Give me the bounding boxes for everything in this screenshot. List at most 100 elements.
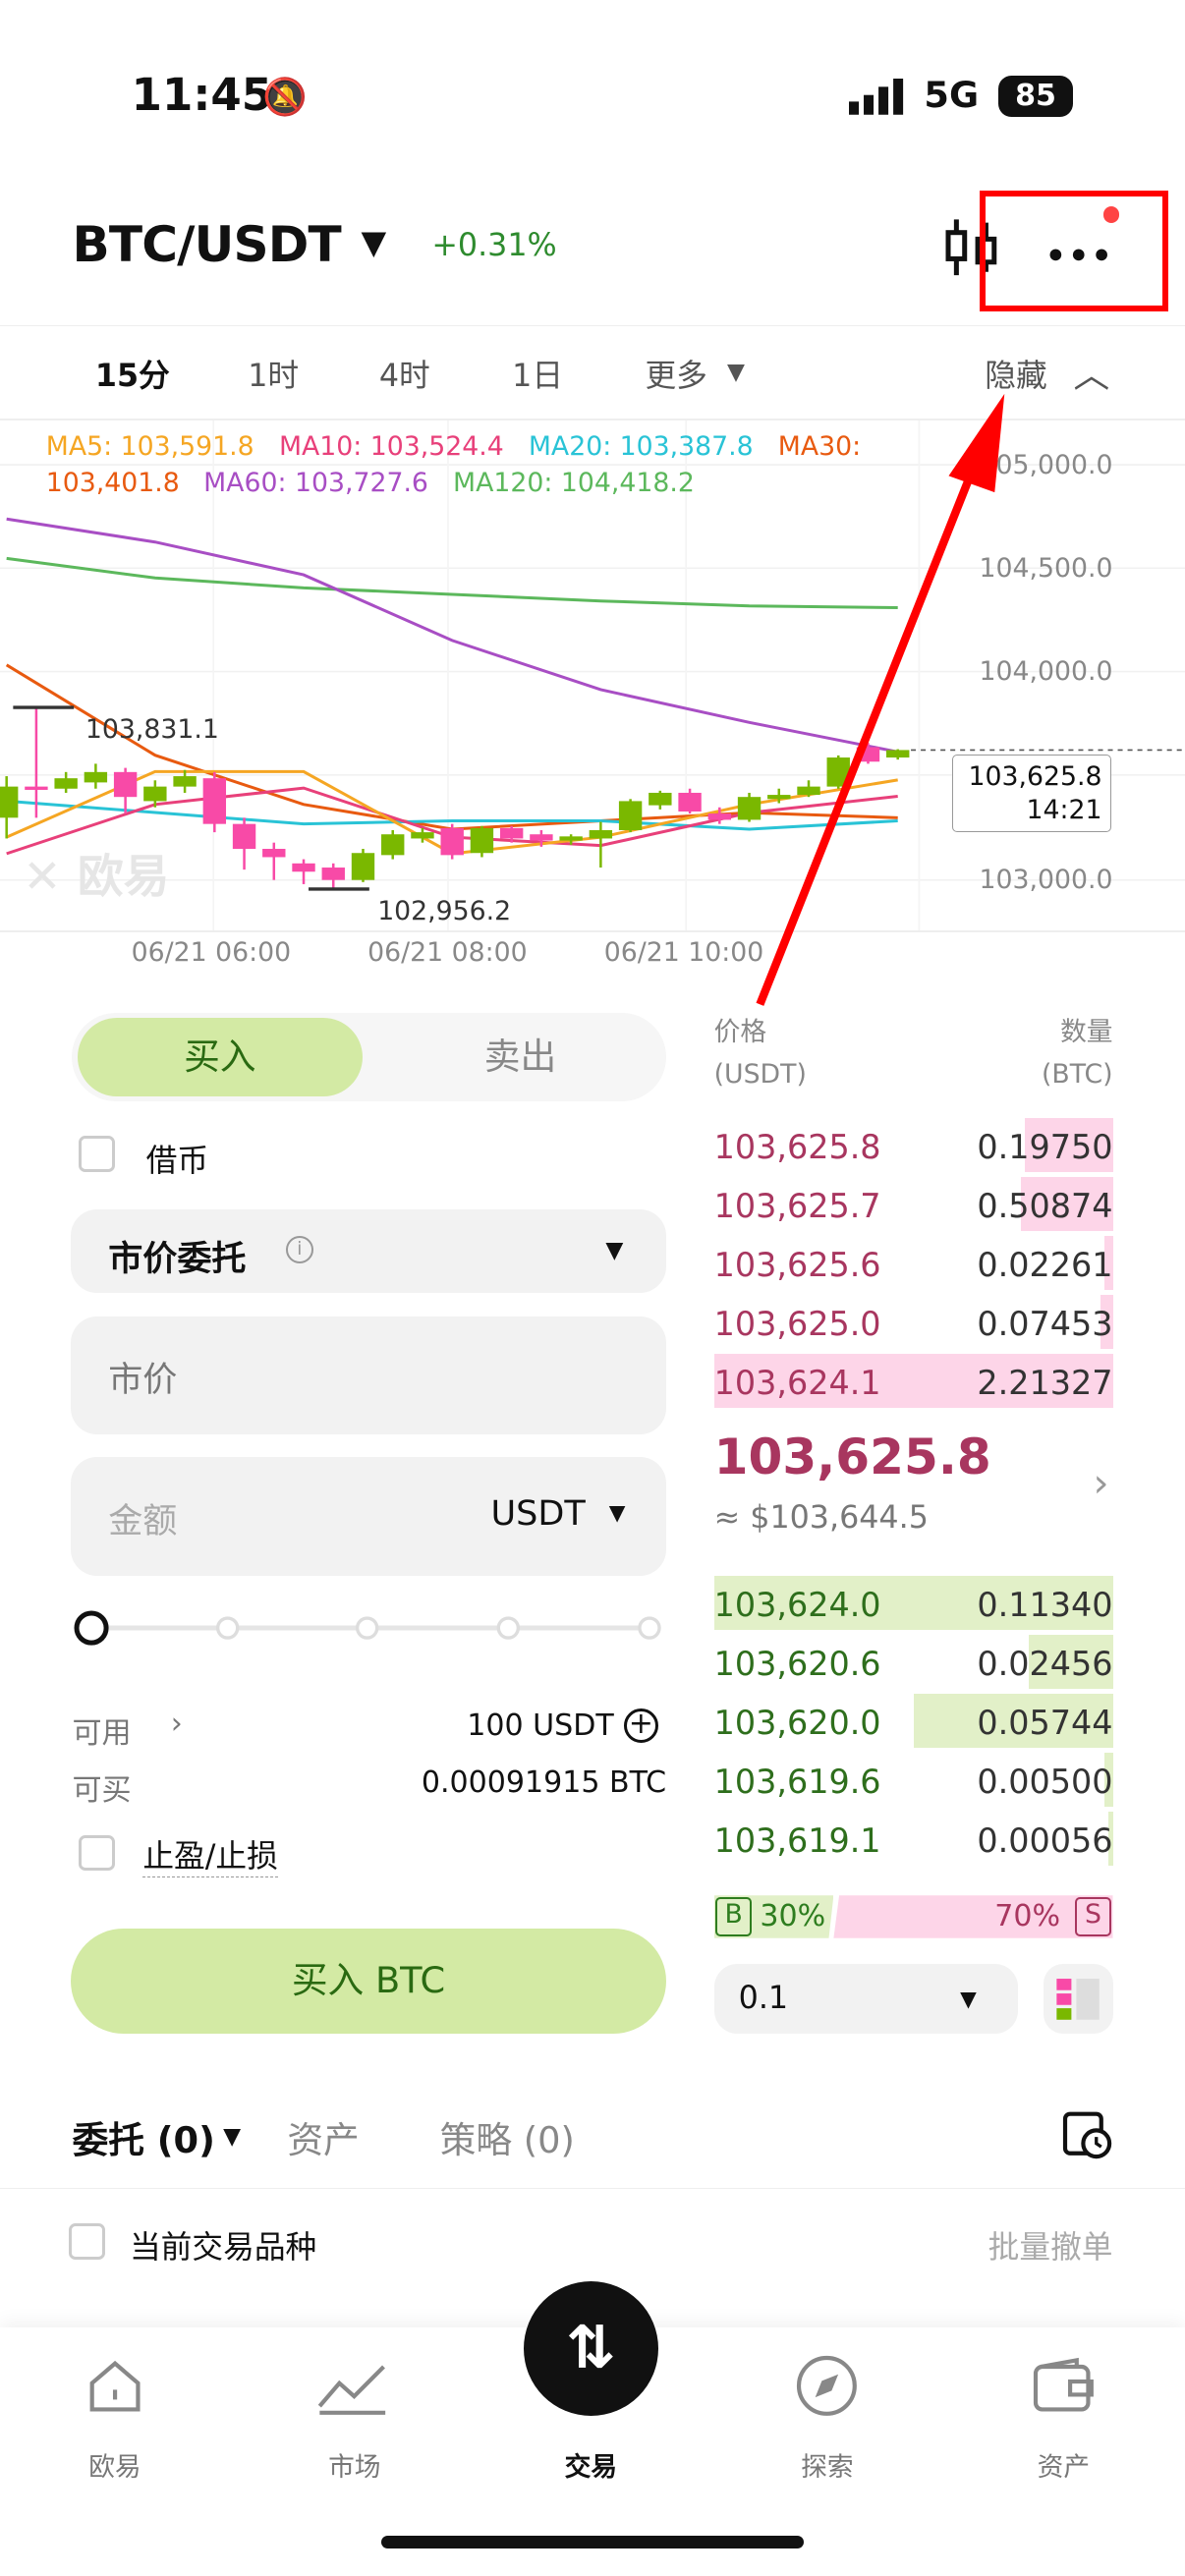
candle-body [886,750,910,757]
pair-title[interactable]: BTC/USDT [72,214,341,273]
price-input[interactable] [70,1316,667,1434]
nav-home[interactable]: 欧易 [88,2451,141,2483]
pair-dropdown-icon[interactable]: ▼ [361,223,387,262]
qty-header: 数量 (BTC) [1041,1016,1113,1091]
order-qty: 0.00056 [977,1821,1113,1861]
candle-countdown: 14:21 [1026,794,1102,825]
order-qty: 2.21327 [977,1364,1113,1403]
ask-row[interactable]: 103,625.8 0.19750 [713,1117,1113,1172]
tpsl-checkbox[interactable] [79,1834,115,1872]
order-price: 103,619.6 [713,1763,881,1801]
depth-layout-button[interactable] [1044,1964,1113,2034]
bid-row[interactable]: 103,619.1 0.00056 [714,1812,1113,1867]
tab-assets[interactable]: 资产 [287,2119,360,2162]
nav-assets[interactable]: 资产 [1037,2451,1091,2483]
y-tick: 103,000.0 [979,865,1113,896]
nav-market[interactable]: 市场 [328,2451,381,2483]
bid-row[interactable]: 103,624.0 0.11340 [713,1575,1113,1630]
candle-body [499,827,524,839]
depth-bar [1029,1634,1113,1689]
nav-trade[interactable]: 交易 [564,2451,618,2483]
candle-body [559,835,583,841]
info-icon[interactable]: i [285,1235,314,1264]
ask-row[interactable]: 103,625.6 0.02261 [713,1235,1113,1290]
candle-body [856,747,880,761]
candle-body [678,792,702,812]
more-menu-button[interactable] [1047,240,1113,261]
order-price: 103,625.6 [713,1245,881,1284]
ma20-line [6,799,898,831]
tab-1h[interactable]: 1时 [248,359,300,395]
amount-unit-select[interactable]: USDT [490,1493,586,1535]
chevron-up-icon[interactable]: ︿ [1073,353,1110,396]
watermark-logo: ✕ 欧易 [23,851,170,905]
tab-strategy[interactable]: 策略 (0) [439,2119,575,2162]
current-pair-checkbox[interactable] [69,2223,105,2261]
available-label: 可用 [72,1715,132,1751]
buy-badge: B [715,1896,752,1937]
candle-body [54,777,78,789]
order-qty: 0.02261 [977,1245,1113,1284]
home-icon[interactable] [85,2357,144,2423]
buy-tab[interactable]: 买入 [77,1017,364,1096]
unit-caret-icon: ▼ [608,1501,626,1527]
chevron-right-icon[interactable]: › [1093,1460,1109,1506]
ma120-legend: MA120: 104,418.2 [453,468,695,499]
last-trade-price: 103,625.8 [713,1428,991,1486]
order-price: 103,625.8 [713,1127,881,1166]
order-history-icon[interactable] [1060,2107,1112,2166]
bid-row[interactable]: 103,620.6 0.02456 [714,1634,1113,1689]
ask-row[interactable]: 103,625.7 0.50874 [714,1176,1113,1231]
submit-buy-button[interactable]: 买入 BTC [70,1928,667,2034]
precision-caret-icon: ▼ [960,1987,977,2012]
chevron-right-icon[interactable]: › [170,1707,183,1742]
tab-more[interactable]: 更多 [645,359,707,395]
buy-sell-ratio: B 30% 70% S [713,1895,1113,1938]
battery-level: 85 [1015,78,1056,113]
tpsl-label[interactable]: 止盈/止损 [142,1831,278,1878]
depth-bar [1108,1812,1113,1867]
sell-badge: S [1075,1896,1111,1937]
candle-body [143,786,167,802]
ask-row[interactable]: 103,624.1 2.21327 [713,1354,1113,1409]
candle-body [411,831,434,839]
order-qty: 0.00500 [977,1763,1113,1801]
cancel-all-button[interactable]: 批量撤单 [988,2229,1113,2266]
amount-input[interactable] [70,1457,667,1576]
tab-4h[interactable]: 4时 [378,359,430,395]
ask-row[interactable]: 103,625.0 0.07453 [713,1294,1113,1350]
borrow-checkbox[interactable] [79,1135,115,1172]
candlestick-chart[interactable] [0,420,1185,932]
order-price: 103,625.0 [713,1304,881,1343]
order-type-select[interactable] [70,1209,667,1294]
bid-row[interactable]: 103,619.6 0.00500 [713,1752,1113,1808]
candle-body [470,827,494,853]
market-icon[interactable] [316,2357,388,2423]
depth-bar [713,1575,1113,1630]
trade-button[interactable]: ⇅ [523,2280,658,2416]
tab-orders[interactable]: 委托 (0) [72,2119,215,2162]
candle-body [173,775,197,787]
nav-explore[interactable]: 探索 [801,2451,854,2483]
hide-chart-button[interactable]: 隐藏 [985,359,1047,395]
order-price: 103,624.0 [713,1585,881,1624]
tab-15m[interactable]: 15分 [94,359,170,395]
candle-body [292,863,315,871]
candle-body [202,777,227,824]
usd-equivalent: ≈ $103,644.5 [713,1499,929,1536]
order-qty: 0.50874 [977,1186,1113,1225]
y-tick: 104,000.0 [979,656,1113,688]
amount-slider[interactable] [72,1608,666,1648]
network-label: 5G [924,74,980,117]
bell-muted-icon: 🔕 [262,75,308,118]
tab-1d[interactable]: 1日 [512,359,564,395]
candle-body [707,812,731,820]
explore-compass-icon[interactable] [794,2353,860,2426]
wallet-icon[interactable] [1031,2357,1097,2423]
bid-row[interactable]: 103,620.0 0.05744 [714,1693,1113,1748]
precision-select[interactable] [713,1964,1018,2034]
sell-tab[interactable]: 卖出 [483,1035,557,1078]
signal-icon [848,79,908,115]
add-funds-icon[interactable]: + [623,1708,658,1743]
orders-caret-icon: ▼ [223,2121,242,2150]
